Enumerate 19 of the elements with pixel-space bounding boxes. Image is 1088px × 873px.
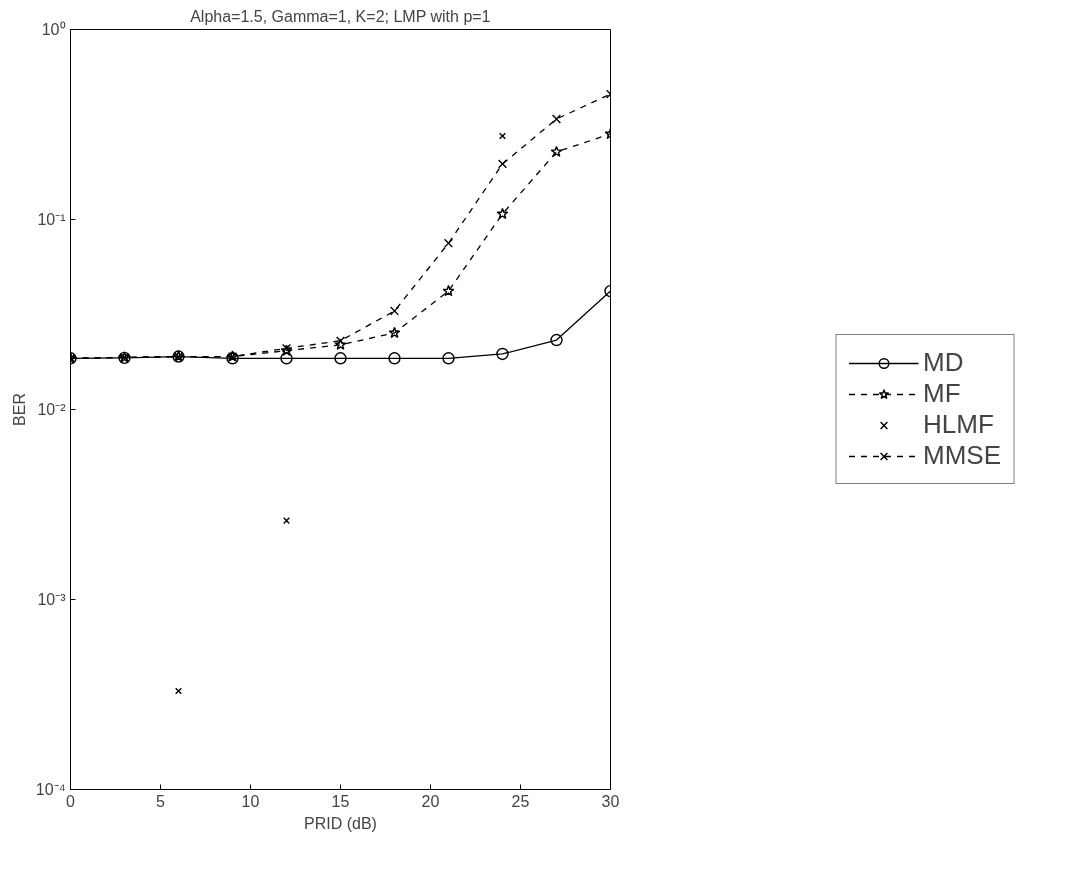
legend-label: MD [923, 347, 964, 378]
x-tick-label: 15 [331, 792, 350, 810]
x-tick-label: 5 [156, 792, 166, 810]
y-tick-label: 10⁻¹ [37, 211, 66, 228]
x-tick-label: 30 [601, 792, 620, 810]
x-tick-label: 10 [241, 792, 260, 810]
legend-label: MMSE [923, 440, 1001, 471]
y-axis-title: BER [10, 393, 28, 426]
y-tick-label: 10⁻³ [37, 591, 67, 608]
y-tick-label: 10⁻⁴ [35, 781, 66, 798]
x-axis-title: PRID (dB) [304, 814, 377, 832]
chart-title: Alpha=1.5, Gamma=1, K=2; LMP with p=1 [190, 7, 491, 25]
x-tick-label: 20 [421, 792, 440, 810]
legend-label: MF [923, 378, 961, 409]
legend-label: HLMF [923, 409, 994, 440]
x-tick-label: 0 [66, 792, 76, 810]
x-tick-label: 25 [511, 792, 530, 810]
y-tick-label: 10⁻² [37, 401, 67, 418]
y-tick-label: 10⁰ [41, 21, 66, 38]
